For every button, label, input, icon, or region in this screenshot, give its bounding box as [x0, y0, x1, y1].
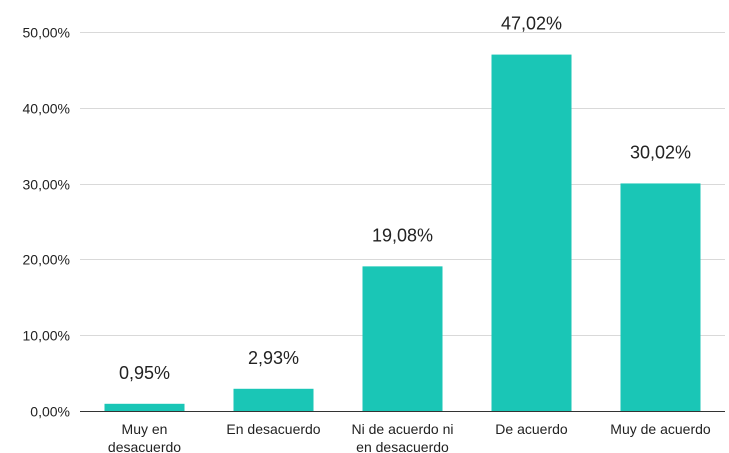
- x-category-label-line: en desacuerdo: [356, 439, 449, 453]
- data-labels: 0,95% 2,93% 19,08% 47,02% 30,02%: [119, 14, 691, 383]
- y-tick-label: 50,00%: [23, 25, 70, 41]
- y-tick-label: 40,00%: [23, 101, 70, 117]
- data-label: 47,02%: [501, 14, 562, 34]
- bars: [104, 54, 701, 411]
- x-category-label-line: desacuerdo: [108, 439, 181, 453]
- bar: [362, 266, 443, 411]
- x-category-label: Ni de acuerdo ni en desacuerdo: [352, 421, 454, 453]
- y-tick-label: 10,00%: [23, 328, 70, 344]
- y-tick-label: 20,00%: [23, 252, 70, 268]
- bar: [491, 54, 572, 411]
- x-category-label: Muy en desacuerdo: [108, 421, 181, 453]
- gridlines: [80, 32, 725, 336]
- x-category-label: De acuerdo: [495, 421, 568, 437]
- bar: [104, 403, 185, 411]
- data-label: 19,08%: [372, 225, 433, 245]
- y-tick-label: 0,00%: [30, 404, 70, 420]
- x-category-label-line: En desacuerdo: [226, 421, 320, 437]
- data-label: 30,02%: [630, 142, 691, 162]
- x-axis-category-labels: Muy en desacuerdo En desacuerdo Ni de acuer…: [108, 421, 711, 453]
- x-category-label-line: Ni de acuerdo ni: [352, 421, 454, 437]
- x-category-label-line: Muy de acuerdo: [610, 421, 711, 437]
- bar: [620, 183, 701, 411]
- x-category-label: En desacuerdo: [226, 421, 320, 437]
- x-category-label-line: Muy en: [122, 421, 168, 437]
- x-category-label: Muy de acuerdo: [610, 421, 711, 437]
- data-label: 2,93%: [248, 348, 299, 368]
- bar: [233, 388, 314, 411]
- y-axis-tick-labels: 0,00% 10,00% 20,00% 30,00% 40,00% 50,00%: [23, 25, 70, 420]
- x-category-label-line: De acuerdo: [495, 421, 568, 437]
- y-tick-label: 30,00%: [23, 177, 70, 193]
- data-label: 0,95%: [119, 363, 170, 383]
